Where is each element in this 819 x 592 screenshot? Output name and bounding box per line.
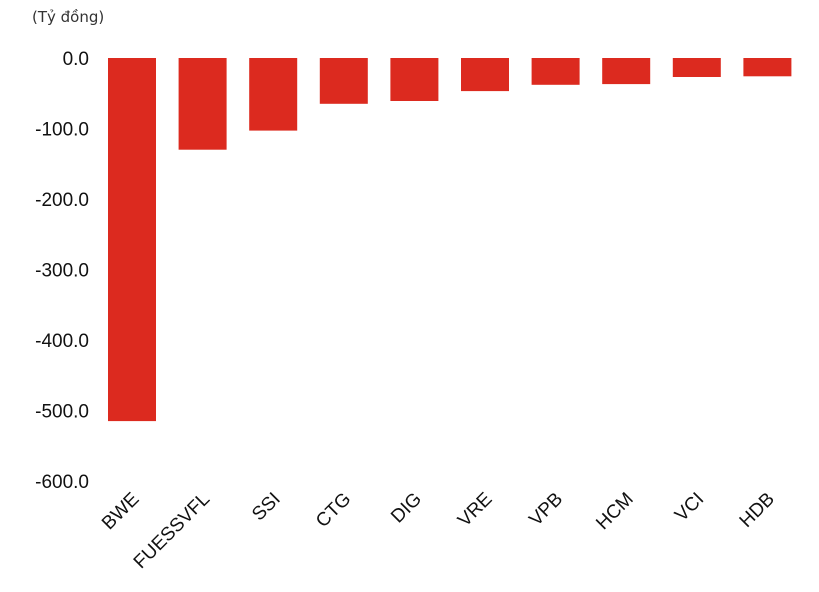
y-tick-label: -600.0 xyxy=(35,472,89,493)
x-tick-label-ssi: SSI xyxy=(248,489,285,526)
x-tick-label-bwe: BWE xyxy=(98,489,143,534)
x-tick-label-vci: VCI xyxy=(671,489,708,526)
bar-ctg xyxy=(319,58,368,104)
y-tick-label: 0.0 xyxy=(63,49,89,70)
x-tick-label-fuessvfl: FUESSVFL xyxy=(130,489,214,573)
x-tick-label-vre: VRE xyxy=(454,489,496,531)
bar-ssi xyxy=(249,58,298,131)
bar-vci xyxy=(672,58,721,77)
x-tick-label-vpb: VPB xyxy=(525,489,567,531)
y-tick-label: -100.0 xyxy=(35,120,89,141)
x-tick-label-dig: DIG xyxy=(387,489,426,528)
y-tick-label: -500.0 xyxy=(35,402,89,423)
bar-vpb xyxy=(531,58,580,85)
x-tick-label-hcm: HCM xyxy=(592,489,637,534)
y-tick-label: -200.0 xyxy=(35,190,89,211)
bar-vre xyxy=(461,58,509,92)
bar-hcm xyxy=(602,58,651,85)
bar-dig xyxy=(390,58,439,101)
x-tick-label-ctg: CTG xyxy=(312,489,355,532)
y-tick-label: -300.0 xyxy=(35,261,89,282)
bars xyxy=(108,58,792,422)
y-axis-ticks: 0.0 -100.0 -200.0 -300.0 -400.0 -500.0 -600.0 xyxy=(35,49,89,493)
x-tick-label-hdb: HDB xyxy=(736,489,779,532)
unit-label: (Tỷ đồng) xyxy=(32,8,105,26)
bar-fuessvfl xyxy=(178,58,227,150)
y-tick-label: -400.0 xyxy=(35,331,89,352)
bar-bwe xyxy=(108,58,156,422)
bar-hdb xyxy=(743,58,792,77)
